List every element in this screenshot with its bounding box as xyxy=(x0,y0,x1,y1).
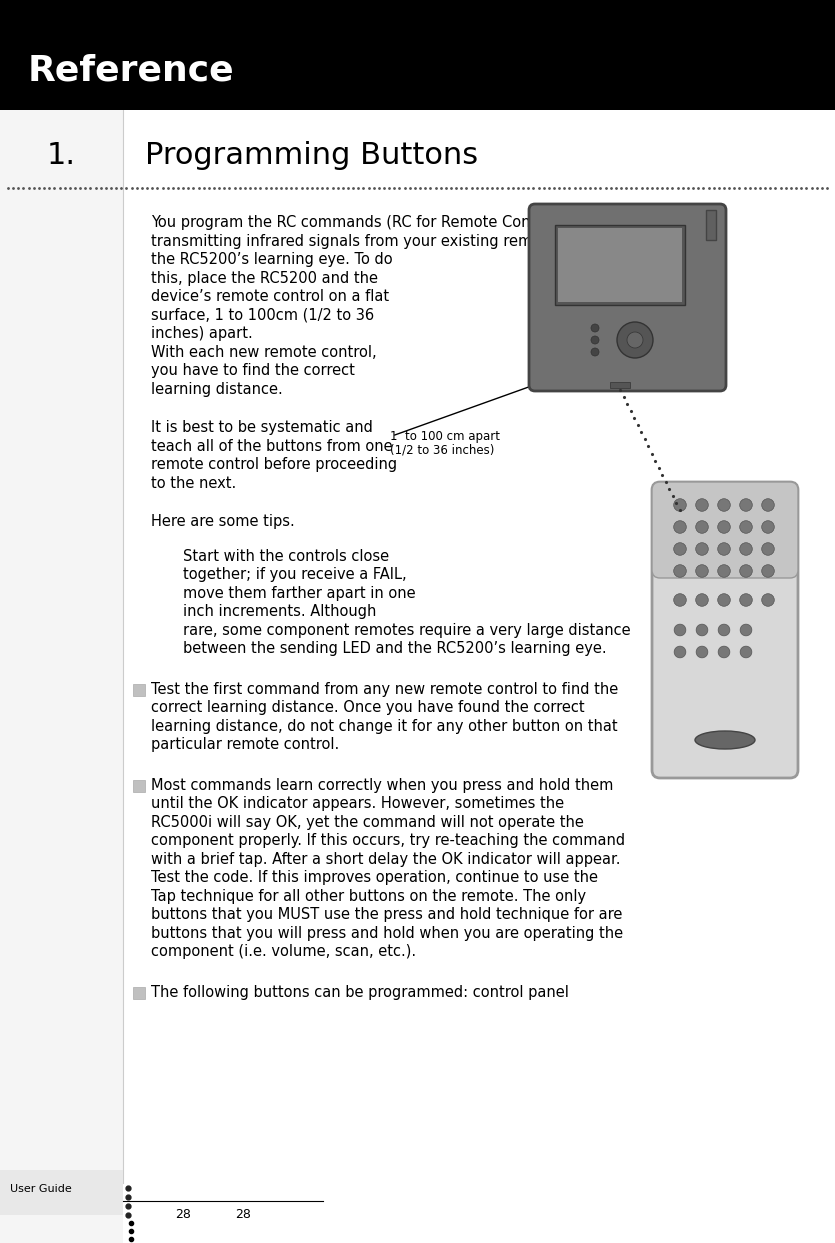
Bar xyxy=(133,684,145,696)
Text: transmitting infrared signals from your existing remote controls to: transmitting infrared signals from your … xyxy=(151,234,638,249)
Circle shape xyxy=(627,332,643,348)
Text: together; if you receive a FAIL,: together; if you receive a FAIL, xyxy=(183,567,407,582)
Text: the RC5200’s learning eye. To do: the RC5200’s learning eye. To do xyxy=(151,252,392,267)
Text: between the sending LED and the RC5200’s learning eye.: between the sending LED and the RC5200’s… xyxy=(183,641,606,656)
Circle shape xyxy=(740,564,752,577)
Circle shape xyxy=(591,324,599,332)
Text: with a brief tap. After a short delay the OK indicator will appear.: with a brief tap. After a short delay th… xyxy=(151,851,620,866)
Bar xyxy=(0,109,123,1243)
Text: you have to find the correct: you have to find the correct xyxy=(151,363,355,378)
Text: remote control before proceeding: remote control before proceeding xyxy=(151,457,397,472)
Circle shape xyxy=(718,543,731,556)
Bar xyxy=(133,779,145,792)
Circle shape xyxy=(674,624,686,636)
Circle shape xyxy=(696,498,708,511)
Circle shape xyxy=(740,594,752,607)
Circle shape xyxy=(674,564,686,577)
Circle shape xyxy=(718,646,730,658)
Circle shape xyxy=(762,594,774,607)
Circle shape xyxy=(718,521,731,533)
Circle shape xyxy=(696,624,708,636)
Bar xyxy=(555,225,685,305)
Circle shape xyxy=(718,594,731,607)
Circle shape xyxy=(740,521,752,533)
Circle shape xyxy=(718,624,730,636)
Text: RC5000i will say OK, yet the command will not operate the: RC5000i will say OK, yet the command wil… xyxy=(151,814,584,829)
Text: 28: 28 xyxy=(235,1208,251,1222)
Circle shape xyxy=(718,564,731,577)
Text: Most commands learn correctly when you press and hold them: Most commands learn correctly when you p… xyxy=(151,778,614,793)
Text: Tap technique for all other buttons on the remote. The only: Tap technique for all other buttons on t… xyxy=(151,889,586,904)
Text: rare, some component remotes require a very large distance: rare, some component remotes require a v… xyxy=(183,623,630,638)
Text: 1  to 100 cm apart: 1 to 100 cm apart xyxy=(390,430,500,443)
Text: Test the first command from any new remote control to find the: Test the first command from any new remo… xyxy=(151,681,618,696)
Text: move them farther apart in one: move them farther apart in one xyxy=(183,585,416,600)
Text: With each new remote control,: With each new remote control, xyxy=(151,344,377,359)
Text: It is best to be systematic and: It is best to be systematic and xyxy=(151,420,373,435)
Text: Here are some tips.: Here are some tips. xyxy=(151,515,295,530)
Text: learning distance, do not change it for any other button on that: learning distance, do not change it for … xyxy=(151,718,618,733)
Text: teach all of the buttons from one: teach all of the buttons from one xyxy=(151,439,392,454)
Circle shape xyxy=(696,594,708,607)
Text: until the OK indicator appears. However, sometimes the: until the OK indicator appears. However,… xyxy=(151,796,564,810)
Text: You program the RC commands (RC for Remote Control) by: You program the RC commands (RC for Remo… xyxy=(151,215,583,230)
Circle shape xyxy=(740,543,752,556)
Text: device’s remote control on a flat: device’s remote control on a flat xyxy=(151,290,389,305)
Text: The following buttons can be programmed: control panel: The following buttons can be programmed:… xyxy=(151,984,569,999)
Text: Reference: Reference xyxy=(28,53,235,87)
Circle shape xyxy=(674,521,686,533)
Text: particular remote control.: particular remote control. xyxy=(151,737,339,752)
Circle shape xyxy=(591,336,599,344)
Circle shape xyxy=(674,498,686,511)
Text: learning distance.: learning distance. xyxy=(151,382,283,397)
Circle shape xyxy=(674,594,686,607)
Circle shape xyxy=(591,348,599,355)
FancyBboxPatch shape xyxy=(652,482,798,778)
Circle shape xyxy=(696,646,708,658)
Bar xyxy=(706,210,716,240)
Bar xyxy=(133,987,145,998)
Circle shape xyxy=(762,543,774,556)
Text: 28: 28 xyxy=(175,1208,191,1222)
Circle shape xyxy=(740,624,752,636)
Circle shape xyxy=(762,498,774,511)
Text: buttons that you will press and hold when you are operating the: buttons that you will press and hold whe… xyxy=(151,926,623,941)
Circle shape xyxy=(674,543,686,556)
FancyBboxPatch shape xyxy=(652,482,798,578)
Circle shape xyxy=(696,543,708,556)
Text: inches) apart.: inches) apart. xyxy=(151,326,253,341)
Text: Test the code. If this improves operation, continue to use the: Test the code. If this improves operatio… xyxy=(151,870,598,885)
Text: component properly. If this occurs, try re-teaching the command: component properly. If this occurs, try … xyxy=(151,833,625,848)
Text: to the next.: to the next. xyxy=(151,476,236,491)
Text: 1.: 1. xyxy=(47,140,76,169)
Text: Start with the controls close: Start with the controls close xyxy=(183,548,389,563)
Ellipse shape xyxy=(695,731,755,750)
Bar xyxy=(558,227,682,302)
Circle shape xyxy=(762,564,774,577)
Text: this, place the RC5200 and the: this, place the RC5200 and the xyxy=(151,271,378,286)
Text: User Guide: User Guide xyxy=(10,1185,72,1195)
Circle shape xyxy=(674,646,686,658)
Bar xyxy=(0,1170,123,1214)
Text: (1/2 to 36 inches): (1/2 to 36 inches) xyxy=(390,443,494,456)
FancyBboxPatch shape xyxy=(529,204,726,392)
Text: inch increments. Although: inch increments. Although xyxy=(183,604,377,619)
Circle shape xyxy=(718,498,731,511)
Bar xyxy=(0,0,835,109)
Circle shape xyxy=(740,498,752,511)
Text: correct learning distance. Once you have found the correct: correct learning distance. Once you have… xyxy=(151,700,584,715)
Circle shape xyxy=(696,564,708,577)
Circle shape xyxy=(740,646,752,658)
Circle shape xyxy=(617,322,653,358)
Text: surface, 1 to 100cm (1/2 to 36: surface, 1 to 100cm (1/2 to 36 xyxy=(151,307,374,322)
Text: Programming Buttons: Programming Buttons xyxy=(145,140,478,169)
Bar xyxy=(610,382,630,388)
Circle shape xyxy=(696,521,708,533)
Text: buttons that you MUST use the press and hold technique for are: buttons that you MUST use the press and … xyxy=(151,907,622,922)
Text: component (i.e. volume, scan, etc.).: component (i.e. volume, scan, etc.). xyxy=(151,943,416,960)
Circle shape xyxy=(762,521,774,533)
